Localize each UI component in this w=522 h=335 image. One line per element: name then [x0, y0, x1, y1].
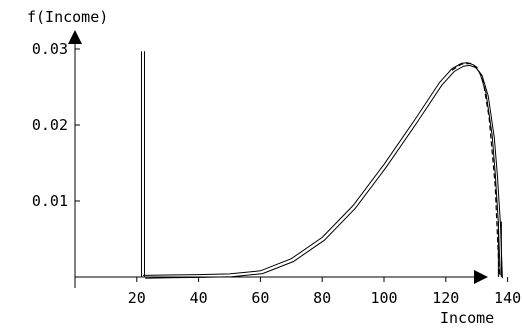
series	[142, 62, 503, 279]
x-axis-title: Income	[440, 309, 494, 327]
axes	[68, 30, 488, 288]
x-axis-arrow	[474, 270, 488, 284]
density-curve-line	[145, 64, 503, 279]
y-axis-title: f(Income)	[27, 8, 108, 26]
vertical-bars	[140, 51, 502, 277]
x-tick-label: 40	[190, 289, 208, 307]
x-tick-label: 60	[251, 289, 269, 307]
y-axis-arrow	[68, 30, 82, 44]
y-tick-label: 0.02	[32, 116, 68, 134]
x-tick-label: 120	[432, 289, 459, 307]
x-tick-label: 20	[128, 289, 146, 307]
x-tick-label: 140	[494, 289, 521, 307]
x-tick-label: 80	[313, 289, 331, 307]
density-curve-dashed	[451, 62, 500, 278]
ticks: 20 40 60 80 100 120 140 0.01 0.02 0.03	[32, 40, 521, 307]
y-tick-label: 0.01	[32, 192, 68, 210]
density-curve-line	[142, 62, 501, 276]
x-tick-label: 100	[370, 289, 397, 307]
y-tick-label: 0.03	[32, 40, 68, 58]
